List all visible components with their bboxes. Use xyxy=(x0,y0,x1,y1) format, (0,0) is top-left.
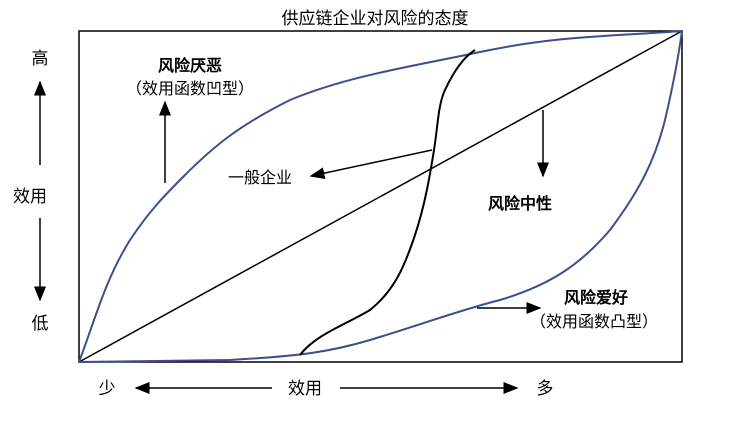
general-enterprise-curve xyxy=(299,49,476,356)
risk-averse-label: 风险厌恶 xyxy=(158,56,222,75)
x-axis-label: 效用 xyxy=(288,379,322,399)
diagram-title: 供应链企业对风险的态度 xyxy=(282,9,469,29)
risk-averse-curve xyxy=(78,30,683,363)
y-axis-low-label: 低 xyxy=(32,314,49,334)
risk-neutral-line xyxy=(78,30,683,363)
x-axis-high-label: 多 xyxy=(537,379,554,399)
plot-frame xyxy=(78,30,683,363)
risk-neutral-label: 风险中性 xyxy=(488,194,552,213)
y-axis-high-label: 高 xyxy=(32,49,49,69)
y-axis-label: 效用 xyxy=(13,187,47,207)
risk-seeking-curve xyxy=(78,30,683,363)
general-enterprise-label: 一般企业 xyxy=(228,168,292,187)
risk-seeking-label: 风险爱好 xyxy=(564,288,628,307)
risk-averse-sublabel: （效用函数凹型） xyxy=(126,79,254,98)
general-enterprise-arrow xyxy=(309,149,433,180)
risk-seeking-sublabel: （效用函数凸型） xyxy=(530,312,658,331)
x-axis-low-label: 少 xyxy=(99,379,116,399)
